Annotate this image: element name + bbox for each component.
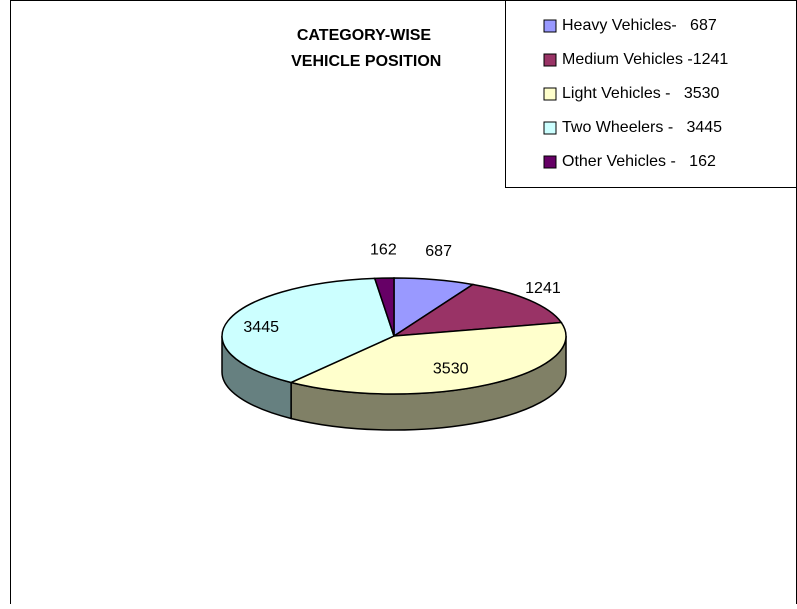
legend-swatch bbox=[543, 121, 557, 135]
slice bbox=[288, 321, 567, 395]
legend-label: Light Vehicles - 3530 bbox=[562, 85, 720, 102]
legend-label: Heavy Vehicles- 687 bbox=[562, 17, 717, 34]
legend-label: Two Wheelers - 3445 bbox=[562, 119, 722, 136]
data-label: 3445 bbox=[243, 319, 279, 336]
legend-label: Other Vehicles - 162 bbox=[562, 153, 716, 170]
data-label: 162 bbox=[370, 242, 397, 259]
data-label: 1241 bbox=[525, 280, 561, 297]
legend-swatch bbox=[543, 155, 557, 169]
data-label: 687 bbox=[425, 243, 452, 260]
chart-title: CATEGORY-WISE VEHICLE POSITION bbox=[287, 27, 442, 70]
data-label: 3530 bbox=[433, 360, 469, 377]
legend-swatch bbox=[543, 19, 557, 33]
legend-swatch bbox=[543, 87, 557, 101]
legend-label: Medium Vehicles -1241 bbox=[562, 51, 728, 68]
slice bbox=[221, 277, 395, 384]
legend-swatch bbox=[543, 53, 557, 67]
slice bbox=[373, 277, 395, 337]
slice bbox=[393, 283, 563, 337]
